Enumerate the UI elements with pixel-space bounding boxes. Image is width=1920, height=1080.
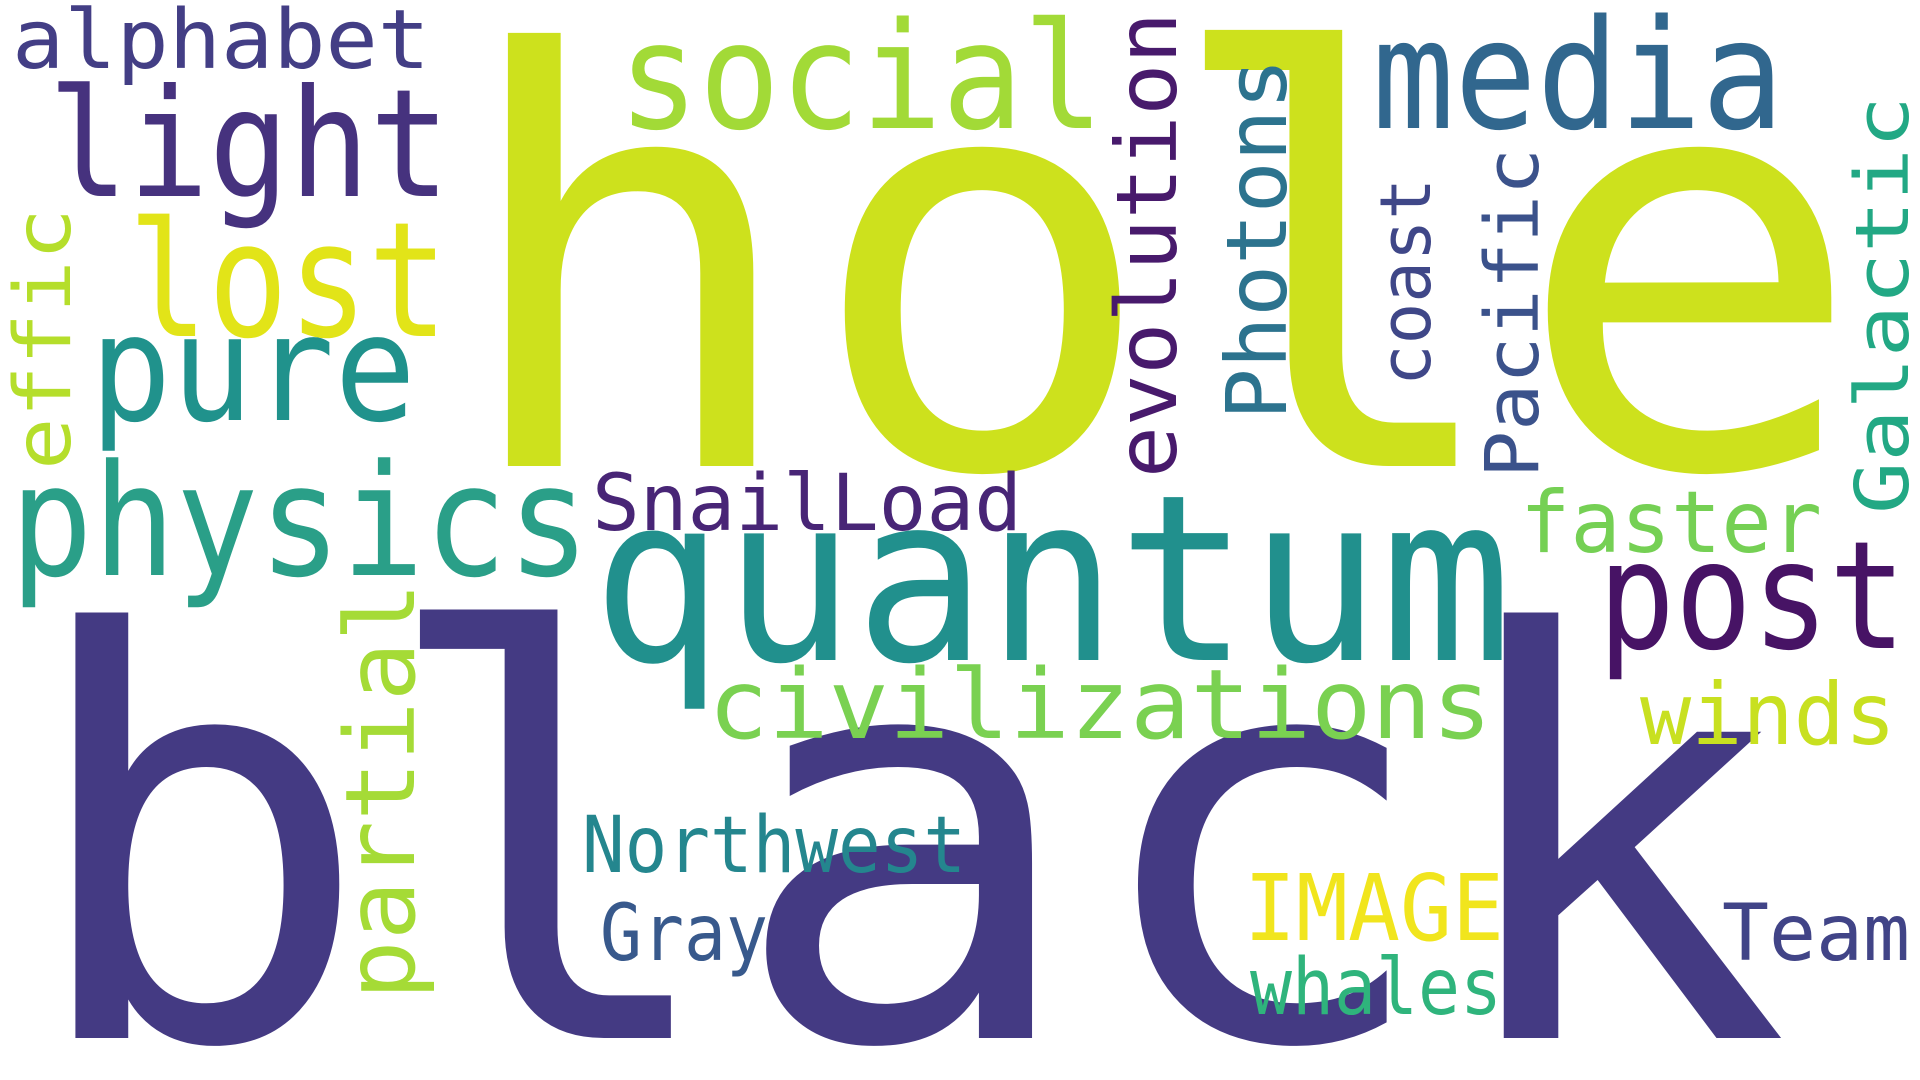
word-winds-display: winds [1640,665,1896,765]
word-effic: effic [0,208,89,470]
word-social: social [618,0,1104,163]
word-partial: partial [325,582,437,1000]
word-black: black [20,519,1790,1080]
word-post: post [1598,510,1906,684]
word-faster: faster [1520,473,1822,573]
word-alphabet: alphabet [12,0,430,88]
word-civilizations: civilizations [708,649,1492,761]
word-snailload: SnailLoad [592,459,1022,549]
word-quantum: quantum [592,445,1512,715]
word-hole: hole [452,0,1866,601]
word-coast: coast [1365,178,1447,386]
word-media: media [1372,0,1784,164]
word-lost: lost [128,187,448,374]
word-evolution: evolution [1098,12,1196,478]
word-physics: physics [10,431,590,612]
word-gray: Gray [600,889,768,979]
word-photons: Photons [1208,58,1306,420]
word-pacific: Pacific [1470,148,1556,478]
word-whales: whales [1250,943,1502,1033]
word-galactic: Galactic [1840,96,1920,514]
word-pure: pure [90,283,416,455]
word-light: light [48,58,450,232]
word-image: IMAGE [1244,855,1504,962]
word-northwest: Northwest [582,801,966,891]
word-team: Team [1722,889,1910,979]
